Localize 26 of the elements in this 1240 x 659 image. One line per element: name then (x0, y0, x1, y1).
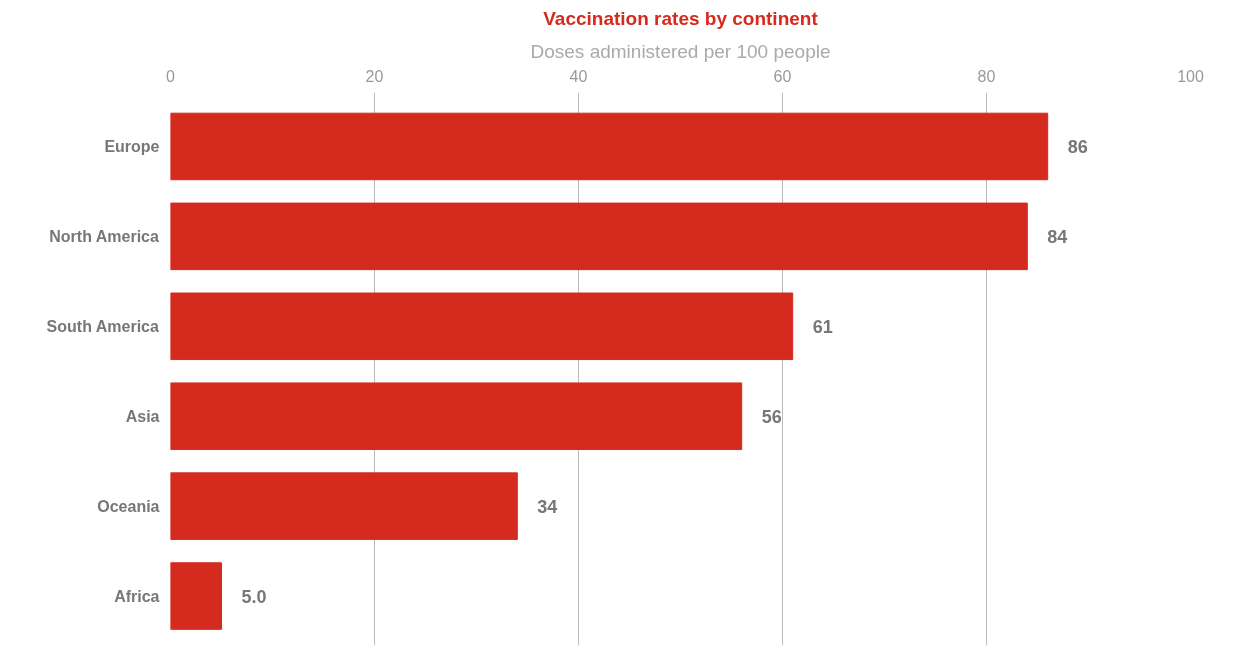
x-tick-label: 40 (569, 67, 588, 85)
bar (170, 562, 222, 630)
data-label: 56 (761, 406, 782, 427)
bar (170, 112, 1049, 181)
data-label: 86 (1067, 136, 1088, 157)
y-tick-label: Europe (104, 137, 160, 155)
x-tick-label: 0 (166, 67, 176, 85)
y-tick-label: Oceania (97, 497, 160, 515)
x-tick-label: 100 (1177, 67, 1204, 85)
chart-title: Vaccination rates by continent (543, 7, 819, 29)
data-label: 34 (537, 496, 558, 517)
x-tick-label: 60 (773, 67, 792, 85)
x-tick-label: 80 (977, 67, 996, 85)
data-label: 5.0 (241, 586, 267, 607)
bar (170, 382, 743, 450)
y-tick-label: Asia (125, 407, 160, 425)
bar (170, 472, 518, 540)
x-tick-label: 20 (365, 67, 384, 85)
bar (170, 292, 794, 361)
y-tick-label: South America (46, 317, 160, 335)
y-tick-label: North America (49, 227, 160, 245)
y-tick-label: Africa (114, 587, 160, 605)
data-label: 84 (1047, 226, 1068, 247)
chart-subtitle: Doses administered per 100 people (530, 40, 831, 62)
data-label: 61 (812, 316, 833, 337)
bar (170, 202, 1028, 271)
